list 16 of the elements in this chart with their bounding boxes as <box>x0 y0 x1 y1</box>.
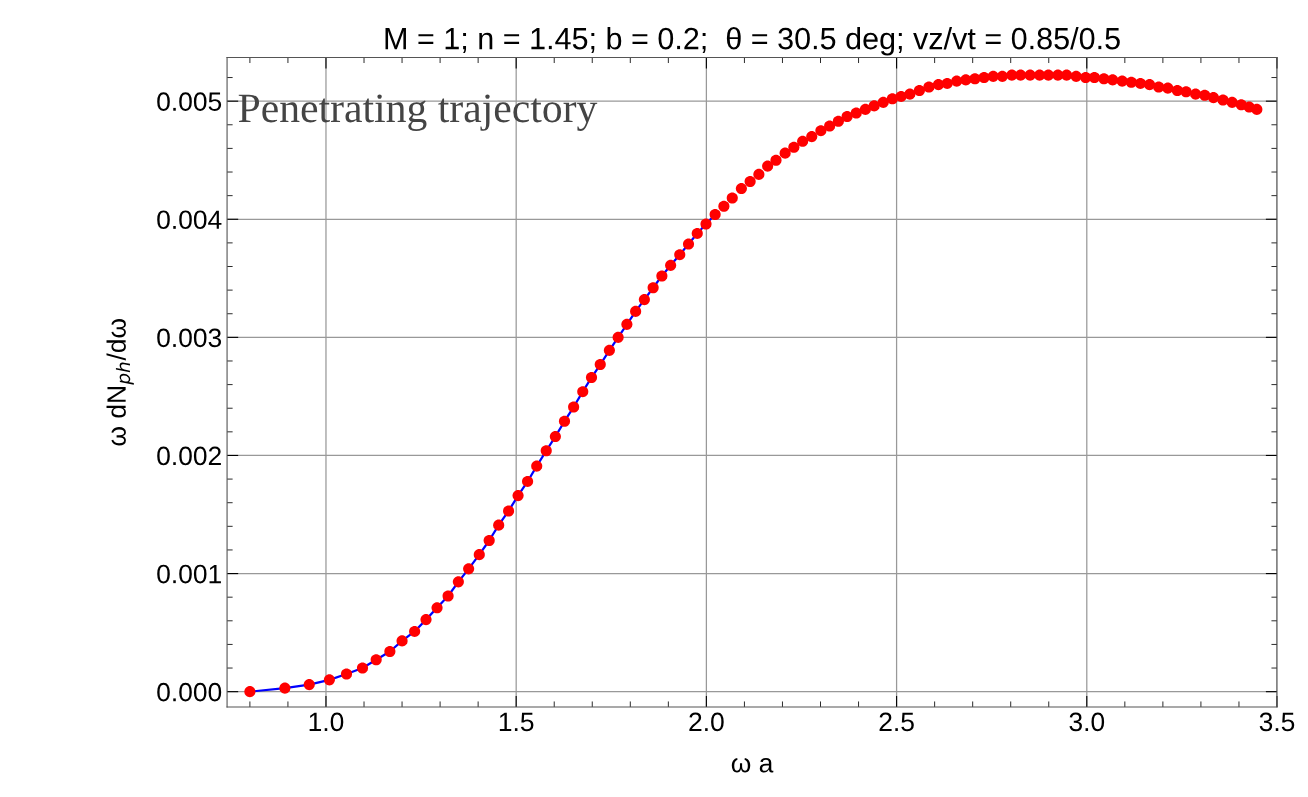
x-tick-label: 3.0 <box>1069 712 1105 732</box>
y-tick-label: 0.004 <box>157 210 222 230</box>
chart-title: M = 1; n = 1.45; b = 0.2; θ = 30.5 deg; vz/vt = 0.85/0.5 <box>385 26 1120 56</box>
x-tick-label: 2.0 <box>689 712 724 732</box>
y-tick-label: 0.003 <box>157 328 222 348</box>
y-tick-label: 0.002 <box>157 446 221 466</box>
x-tick-label: 1.5 <box>499 712 534 732</box>
x-tick-label: 3.5 <box>1259 712 1295 732</box>
y-tick-label: 0.005 <box>157 92 222 111</box>
x-tick-label: 1.0 <box>309 712 344 732</box>
annotation: Penetrating trajectory <box>238 94 598 131</box>
x-tick-label: 2.5 <box>879 712 914 732</box>
y-axis-title: ω dN$_{ph}$/dω <box>106 319 134 446</box>
y-tick-label: 0.001 <box>157 564 221 584</box>
y-tick-label: 0.000 <box>157 682 222 702</box>
x-axis-title: ω a <box>731 758 774 773</box>
